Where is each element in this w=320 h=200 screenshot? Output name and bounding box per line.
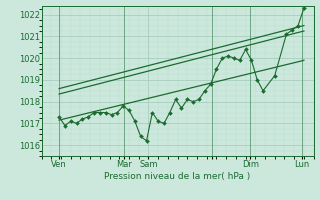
X-axis label: Pression niveau de la mer( hPa ): Pression niveau de la mer( hPa ) xyxy=(104,172,251,181)
